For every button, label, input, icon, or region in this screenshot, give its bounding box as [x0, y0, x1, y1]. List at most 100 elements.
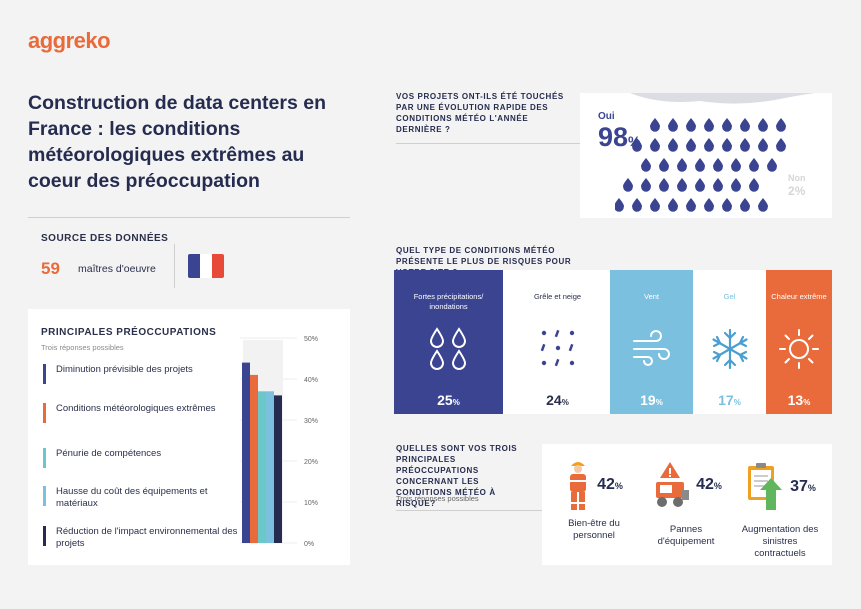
pct-sign: %: [561, 398, 569, 407]
y-tick-label: 10%: [304, 500, 318, 507]
tile-label: Vent: [643, 292, 659, 301]
rain-drop: [641, 178, 651, 192]
rain-drop: [668, 138, 678, 152]
rain-drop: [650, 138, 660, 152]
legend-item: Hausse du coût des équipements et matéri…: [43, 486, 243, 510]
tile-value: 17: [718, 392, 734, 408]
concerns-bar-chart: 0% 10% 20% 30% 40% 50%: [240, 336, 318, 548]
rain-drop: [641, 158, 651, 172]
sun-icon: [777, 324, 821, 374]
y-tick-label: 50%: [304, 336, 318, 343]
rain-drop: [632, 198, 642, 212]
rain-drop: [686, 118, 696, 132]
rain-drop: [713, 158, 723, 172]
hail-icon: [536, 324, 580, 374]
source-label: SOURCE DES DONNÉES: [41, 233, 169, 244]
tile-label: Fortes précipitations/ inondations: [413, 292, 484, 311]
rain-drop: [695, 158, 705, 172]
rain-drop: [740, 198, 750, 212]
rain-drop: [758, 198, 768, 212]
rain-drop: [650, 198, 660, 212]
concerns-weather-card: [542, 444, 832, 565]
weather-card: [580, 93, 832, 218]
y-tick-label: 0%: [304, 541, 314, 548]
pct-sign: %: [803, 398, 811, 407]
rain-drop: [731, 178, 741, 192]
rain-drop: [677, 158, 687, 172]
tile-frost: Gel 17%: [693, 270, 766, 414]
page-title: Construction de data centers en France :…: [28, 92, 326, 192]
rain-drop: [722, 198, 732, 212]
rain-drop: [686, 198, 696, 212]
snowflake-icon: [708, 324, 752, 374]
legend-label: Conditions météorologiques extrêmes: [56, 403, 216, 414]
q1-line: [396, 143, 580, 144]
rain-drop: [722, 118, 732, 132]
legend-label: Pénurie de compétences: [56, 448, 162, 459]
rain-drop: [731, 158, 741, 172]
rain-drop: [767, 158, 777, 172]
tile-value: 13: [787, 392, 804, 408]
q3-item-label: Bien-être du personnel: [568, 518, 620, 541]
legend-item: Pénurie de compétences: [43, 448, 243, 468]
rain-drop: [632, 138, 642, 152]
rain-drop: [695, 178, 705, 192]
rain-drop: [659, 178, 669, 192]
q3-item-personnel: 42% Bien-être du personnel: [554, 458, 634, 542]
pct-sign: %: [655, 398, 663, 407]
loader-warning-icon: [656, 462, 690, 507]
tile-wind: Vent 19%: [610, 270, 693, 414]
aggreko-logo: aggreko: [28, 28, 111, 53]
bar: [242, 362, 250, 543]
legend-label: Réduction de l'impact environnemental de…: [56, 526, 238, 549]
q3-label: QUELLES SONT VOS TROIS PRINCIPALES PRÉOC…: [396, 444, 518, 508]
pct-sign: %: [452, 398, 460, 407]
rain-drop: [740, 138, 750, 152]
cloud-icon: [630, 93, 815, 104]
tile-hail: Grêle et neige 24%: [503, 270, 612, 414]
pct-sign: %: [713, 481, 722, 491]
source-text: maîtres d'oeuvre: [78, 263, 156, 275]
tile-value: 25: [437, 392, 453, 408]
legend-swatch: [43, 486, 46, 506]
rain-drop: [722, 138, 732, 152]
tile-heat: Chaleur extrême 13%: [766, 270, 832, 414]
tile-value: 19: [640, 392, 656, 408]
bar: [274, 395, 282, 543]
concerns-card: [28, 309, 350, 565]
legend-swatch: [43, 403, 46, 423]
rain-drop: [623, 178, 633, 192]
rain-drop: [704, 118, 714, 132]
pct-sign: %: [794, 184, 806, 198]
rain-drop: [668, 118, 678, 132]
q3-value: 42: [597, 476, 615, 493]
france-flag-icon: [188, 254, 224, 278]
tile-rain: Fortes précipitations/ inondations 25%: [394, 270, 503, 414]
rain-drop: [615, 198, 624, 212]
rain-drops-icon: [427, 324, 471, 374]
rain-drop: [776, 138, 786, 152]
q3-value: 42: [696, 476, 714, 493]
oui-label: Oui: [598, 111, 615, 122]
rain-drop: [668, 198, 678, 212]
rain-drop: [659, 158, 669, 172]
rain-drops-icon: [615, 118, 786, 212]
source-count: 59: [41, 259, 60, 278]
non-number: 2: [788, 184, 795, 198]
q3-item-equipment: 42% Pannes d'équipement: [646, 460, 726, 548]
legend-swatch: [43, 364, 46, 384]
rain-drop: [650, 118, 660, 132]
y-tick-label: 20%: [304, 459, 318, 466]
worker-icon: [570, 462, 587, 510]
non-value: 2%: [788, 184, 805, 198]
rain-drop: [677, 178, 687, 192]
q3-value: 37: [790, 478, 808, 495]
bar: [250, 374, 258, 543]
rain-drop: [758, 118, 768, 132]
q3-line: [396, 510, 542, 511]
legend-label: Diminution prévisible des projets: [56, 364, 193, 375]
q3-item-claims: 37% Augmentation des sinistres contractu…: [738, 460, 822, 560]
legend-swatch: [43, 448, 46, 468]
tile-label: Grêle et neige: [533, 292, 582, 301]
rain-drop: [749, 178, 759, 192]
